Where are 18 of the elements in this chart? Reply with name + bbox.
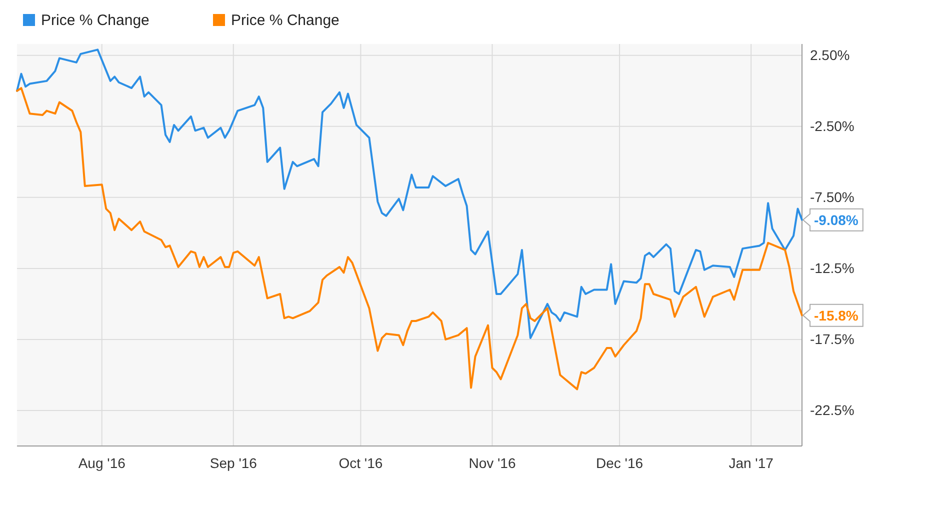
data-label: -15.8% <box>814 307 859 324</box>
legend-label: Price % Change <box>231 12 340 29</box>
line-series <box>16 87 803 390</box>
y-tick-label: -22.5% <box>810 402 854 418</box>
line-series <box>16 48 803 340</box>
data-label: -9.08% <box>814 212 859 228</box>
x-tick-label: Nov '16 <box>468 454 516 471</box>
y-tick-label: -7.50% <box>810 188 854 205</box>
x-tick-label: Oct '16 <box>338 454 383 471</box>
x-tick-label: Dec '16 <box>596 454 644 471</box>
legend-label: Price % Change <box>41 12 150 29</box>
y-tick-label: 2.50% <box>810 46 850 63</box>
y-tick-label: -2.50% <box>810 118 854 134</box>
x-tick-label: Aug '16 <box>78 454 126 471</box>
y-tick-label: -17.5% <box>810 330 854 347</box>
y-tick-label: -12.5% <box>810 260 854 276</box>
x-tick-label: Sep '16 <box>210 454 258 471</box>
x-tick-label: Jan '17 <box>728 454 774 471</box>
